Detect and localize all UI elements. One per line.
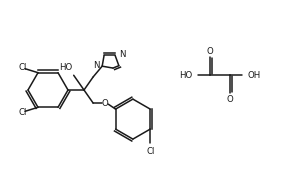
Text: HO: HO <box>59 63 72 72</box>
Text: O: O <box>102 99 109 108</box>
Text: Cl: Cl <box>18 63 26 72</box>
Text: N: N <box>93 61 99 70</box>
Text: OH: OH <box>248 70 261 80</box>
Text: O: O <box>227 95 233 103</box>
Text: O: O <box>207 46 213 56</box>
Text: HO: HO <box>179 70 192 80</box>
Text: Cl: Cl <box>146 147 155 156</box>
Text: Cl: Cl <box>18 108 26 117</box>
Text: N: N <box>119 50 126 59</box>
